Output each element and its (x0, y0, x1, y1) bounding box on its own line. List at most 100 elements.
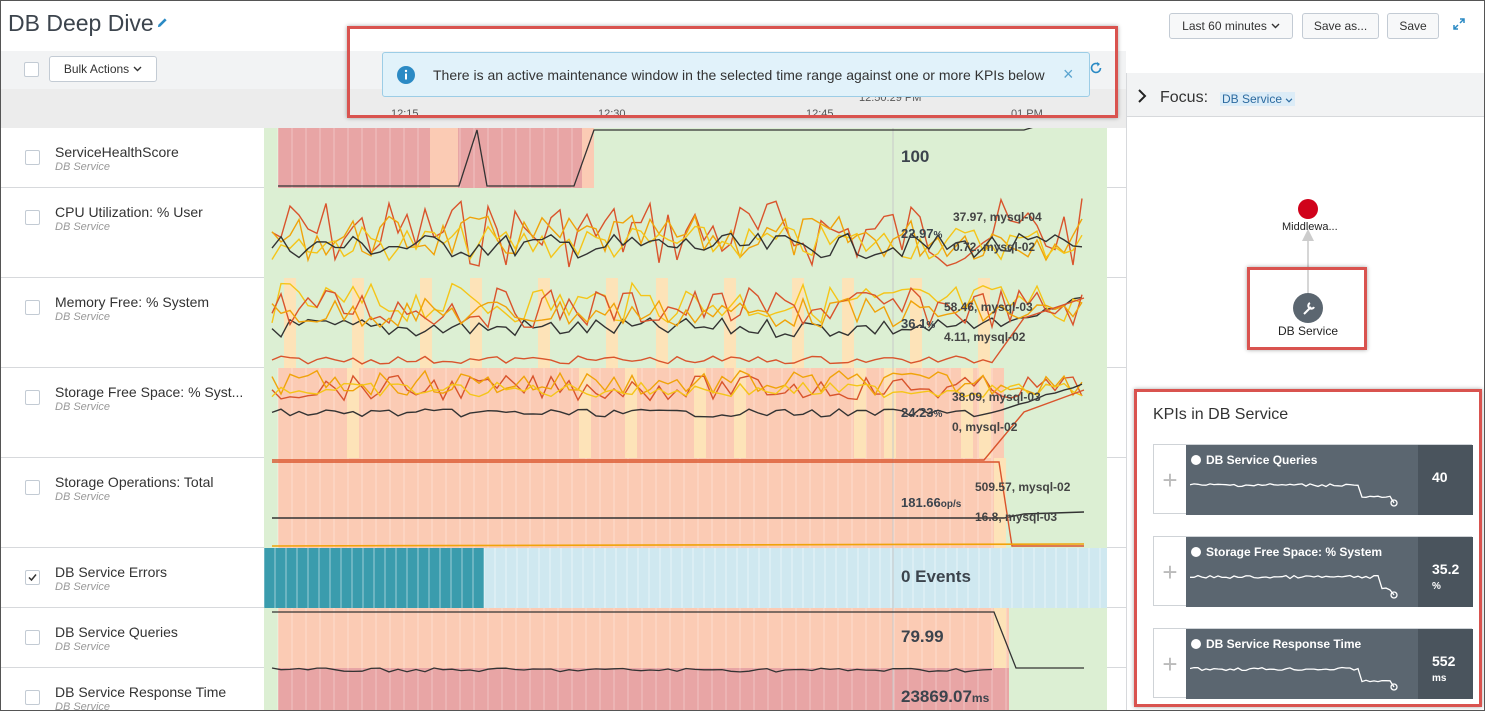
lane-value: 23869.07ms (901, 687, 990, 706)
highlight-box (347, 26, 1118, 118)
lane-service: DB Service (55, 581, 111, 593)
severity-band (579, 368, 591, 458)
series-annotation: 38.09, mysql-03 (952, 390, 1041, 404)
node-label: Middlewa... (1282, 221, 1338, 233)
kpi-card-value-box: 35.2 % (1418, 537, 1473, 607)
lane-checkbox[interactable] (25, 390, 40, 405)
time-range-label: Last 60 minutes (1182, 19, 1267, 33)
series-line (271, 197, 1083, 268)
lane-checkbox[interactable] (25, 210, 40, 225)
kpi-card-name: DB Service Queries (1206, 453, 1318, 467)
series-line (271, 667, 993, 673)
critical-node[interactable] (1298, 199, 1318, 219)
lane-title: ServiceHealthScore (55, 144, 179, 160)
expand-icon[interactable] (1453, 18, 1465, 30)
sparkline (1190, 666, 1398, 691)
severity-band (694, 368, 706, 458)
severity-band (994, 608, 1006, 668)
severity-band (884, 368, 896, 458)
severity-band (724, 278, 736, 368)
lane-checkbox-checked[interactable] (25, 570, 40, 585)
sparkline (1190, 574, 1398, 599)
series-line (271, 286, 1083, 330)
severity-band (278, 458, 1004, 548)
series-line (272, 611, 1084, 669)
kpi-panel-title: KPIs in DB Service (1153, 406, 1289, 423)
save-button[interactable]: Save (1387, 13, 1439, 39)
series-line (271, 281, 1083, 325)
lane-title: Storage Free Space: % Syst... (55, 384, 244, 400)
arrow-head-icon (1302, 229, 1314, 241)
lane-service: DB Service (55, 701, 111, 711)
lane-value: 181.66op/s (901, 495, 962, 510)
sparkline (1190, 483, 1398, 507)
lane-title: DB Service Queries (55, 624, 178, 640)
lane-checkbox[interactable] (25, 150, 40, 165)
severity-band (734, 368, 746, 458)
pencil-icon[interactable] (157, 17, 168, 28)
focus-header: Focus: DB Service (1127, 73, 1484, 117)
info-icon (397, 66, 415, 84)
select-all-checkbox[interactable] (24, 62, 39, 77)
lane-value: 79.99 (901, 627, 944, 646)
severity-band (582, 128, 594, 188)
lane-service: DB Service (55, 311, 111, 323)
series-line (272, 511, 1085, 519)
close-icon[interactable]: × (1063, 64, 1074, 84)
check-circle-icon (1191, 547, 1201, 557)
series-annotation: 4.11, mysql-02 (944, 330, 1026, 344)
severity-band (470, 278, 482, 368)
series-annotation: 509.57, mysql-02 (975, 480, 1071, 494)
lane-value: 100 (901, 147, 930, 166)
kpi-card[interactable]: + DB Service Queries 40 (1153, 444, 1473, 515)
time-range-picker[interactable]: Last 60 minutes (1169, 13, 1293, 39)
chevron-right-icon[interactable] (1137, 89, 1147, 103)
save-as-button[interactable]: Save as... (1302, 13, 1379, 39)
severity-band (910, 278, 922, 368)
series-annotation: 0, mysql-02 (952, 420, 1018, 434)
kpi-card-unit: % (1432, 581, 1441, 592)
bulk-actions-button[interactable]: Bulk Actions (49, 56, 157, 82)
kpi-card[interactable]: + DB Service Response Time 552 ms (1153, 628, 1473, 699)
chevron-down-icon (1286, 98, 1293, 103)
kpi-card-body: Storage Free Space: % System (1186, 537, 1418, 607)
series-line (272, 461, 1084, 547)
kpi-card-value: 35.2 (1432, 561, 1460, 577)
swimlane-charts[interactable] (264, 128, 1107, 711)
lane-checkbox[interactable] (25, 690, 40, 705)
highlight-box (1247, 267, 1367, 350)
add-icon[interactable]: + (1162, 556, 1178, 587)
series-line (271, 296, 1083, 329)
lane-title: DB Service Errors (55, 564, 168, 580)
severity-band (656, 278, 668, 368)
chevron-down-icon (1271, 23, 1280, 29)
refresh-icon[interactable] (1089, 61, 1103, 75)
banner-message: There is an active maintenance window in… (433, 67, 1045, 83)
severity-band (854, 368, 866, 458)
lane-checkbox[interactable] (25, 480, 40, 495)
add-icon[interactable]: + (1162, 464, 1178, 495)
node-label: DB Service (1278, 324, 1339, 338)
severity-band (352, 278, 364, 368)
kpi-card[interactable]: + Storage Free Space: % System 35.2 % (1153, 536, 1473, 607)
focus-selector[interactable]: DB Service (1220, 92, 1296, 106)
topology-graph (1293, 199, 1323, 323)
severity-band (278, 608, 1009, 668)
lane-service: DB Service (55, 401, 111, 413)
maintenance-banner: There is an active maintenance window in… (382, 52, 1090, 97)
lane-checkbox[interactable] (25, 630, 40, 645)
lane-service: DB Service (55, 221, 111, 233)
severity-band (792, 278, 804, 368)
series-annotation: 16.8, mysql-03 (975, 510, 1058, 524)
lane-service: DB Service (55, 491, 111, 503)
check-circle-icon (1191, 639, 1201, 649)
check-icon (28, 574, 37, 582)
kpi-card-value-box: 552 ms (1418, 629, 1473, 699)
lane-checkbox[interactable] (25, 300, 40, 315)
lane-value: 0 Events (901, 567, 971, 586)
series-line (278, 128, 1033, 187)
add-icon[interactable]: + (1162, 648, 1178, 679)
service-node[interactable] (1293, 293, 1323, 323)
severity-band (961, 368, 973, 458)
severity-band (606, 278, 618, 368)
